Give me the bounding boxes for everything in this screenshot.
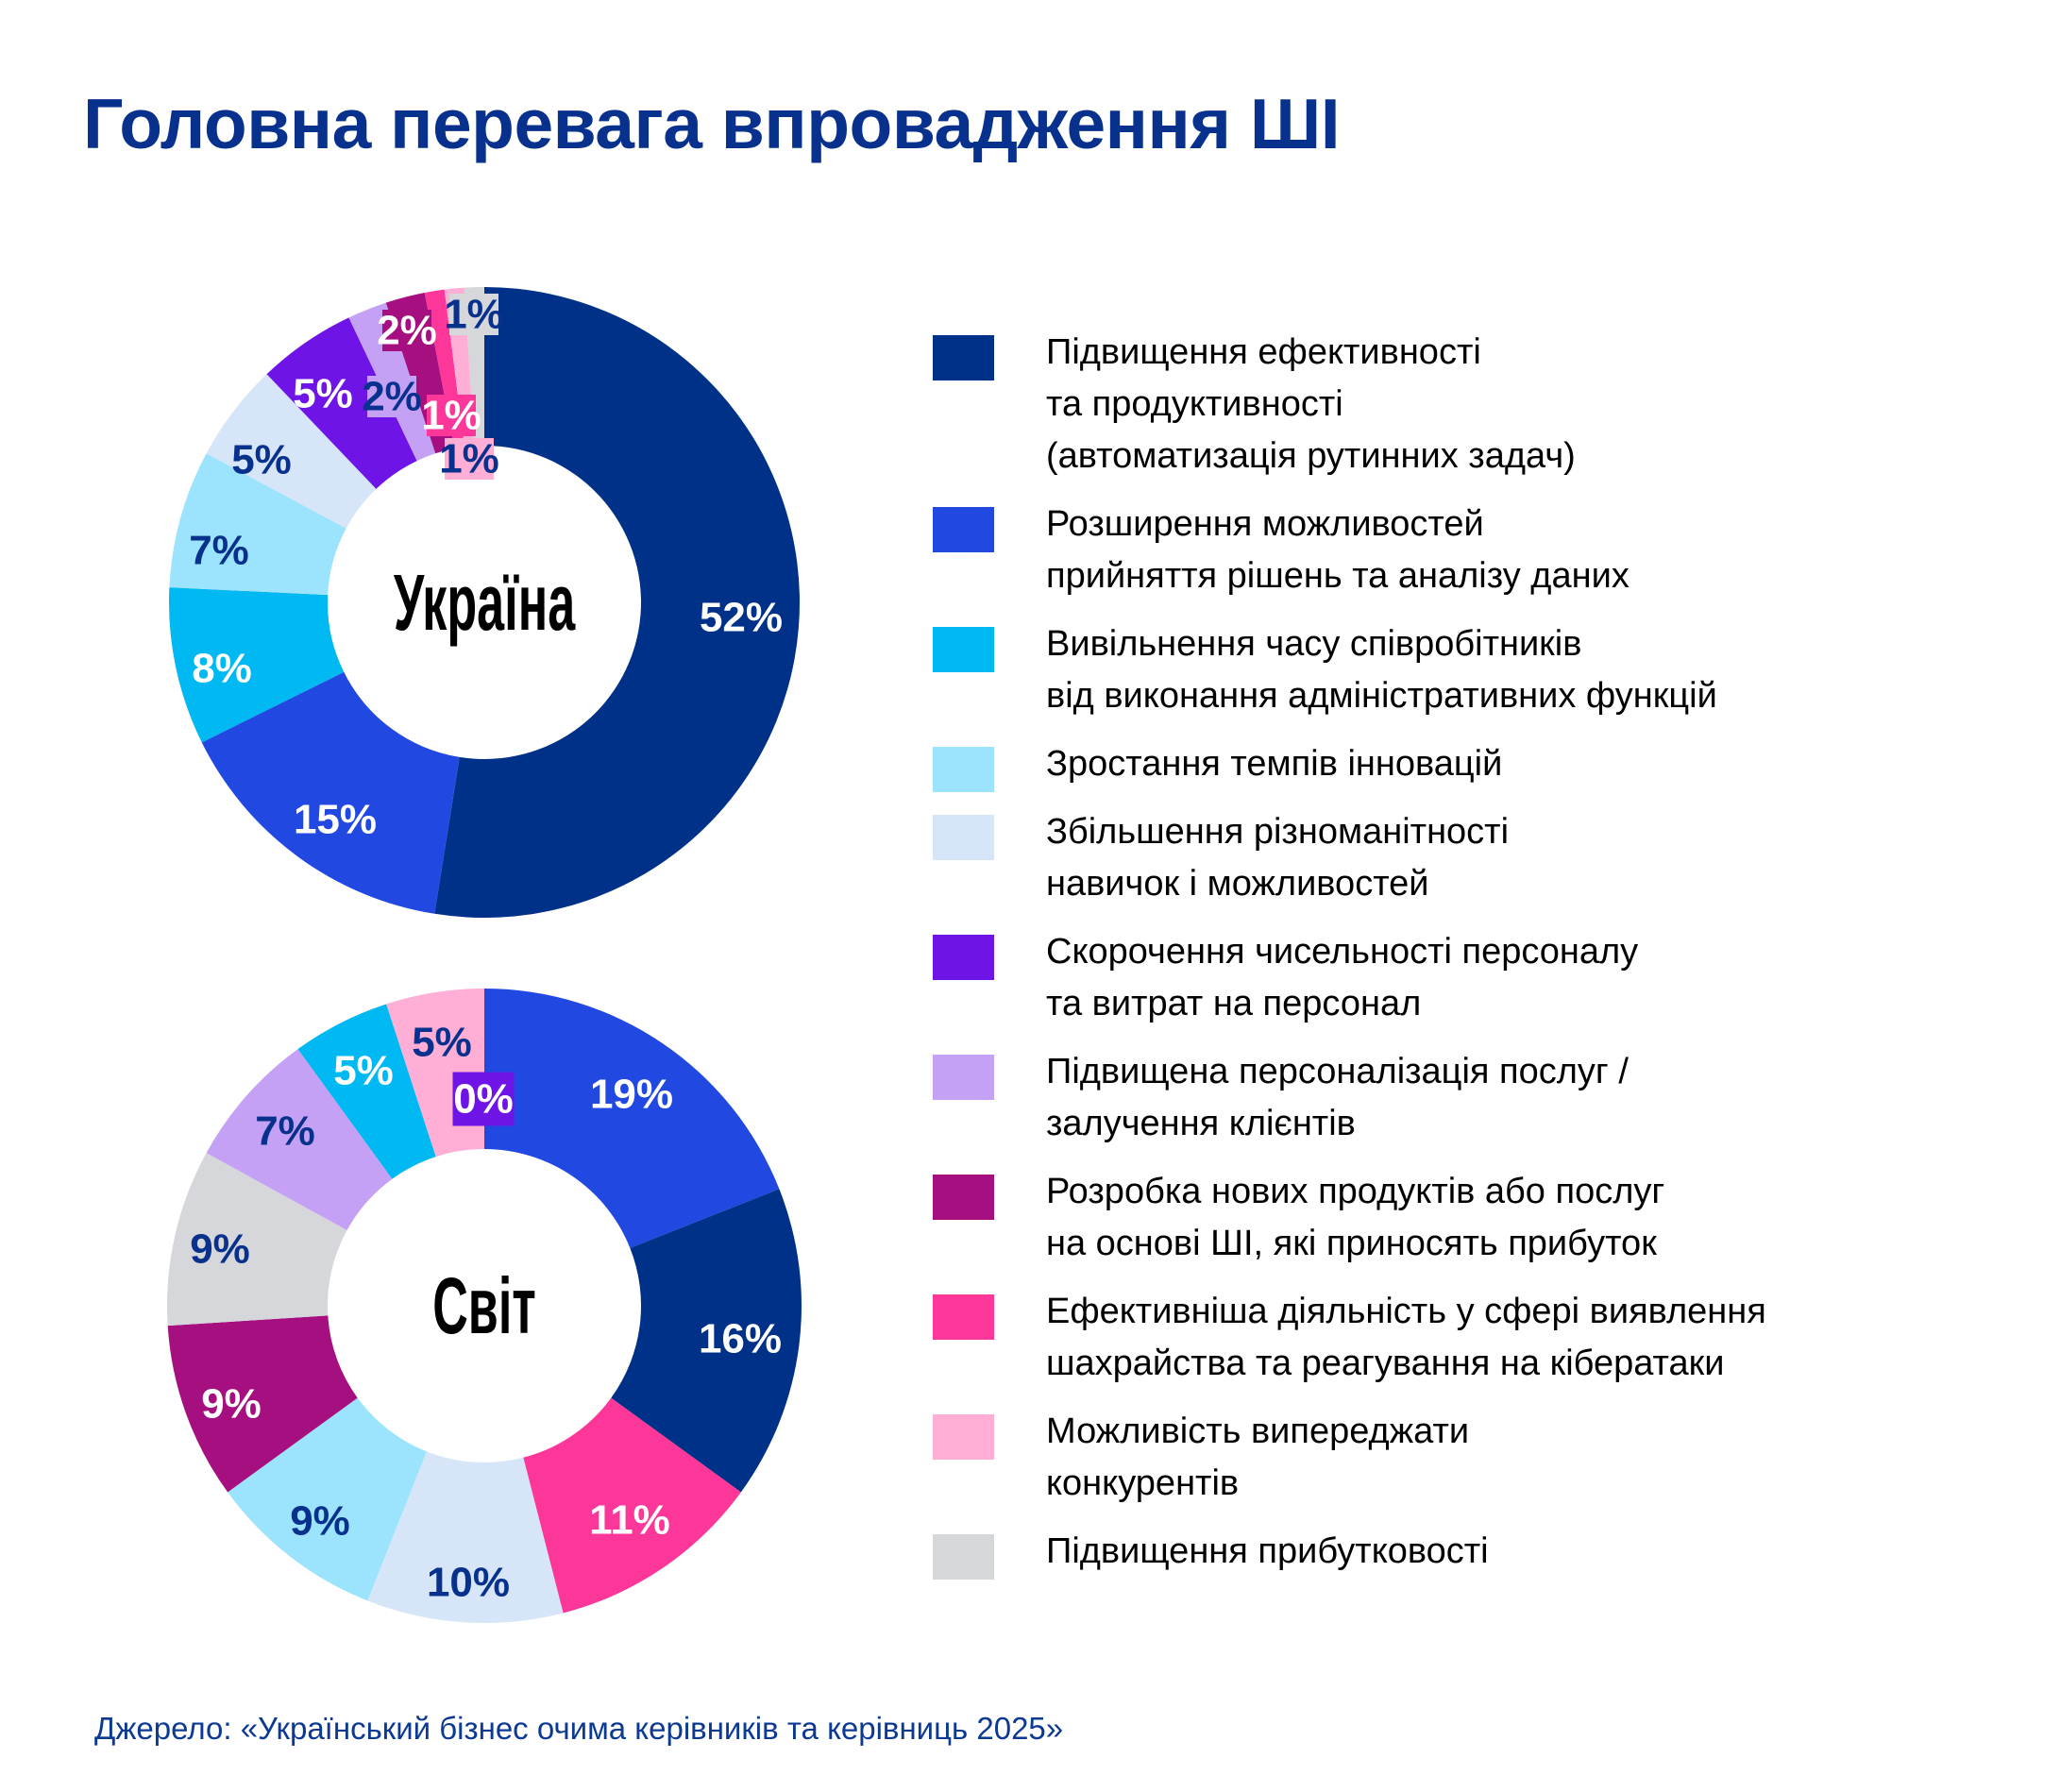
data-label-box (449, 294, 498, 335)
data-label: 2% (362, 374, 422, 420)
donut-slice (434, 287, 801, 919)
data-label: 8% (192, 646, 252, 692)
legend-label: Підвищення прибутковості (1046, 1531, 1489, 1571)
donut-slice (167, 1153, 347, 1327)
donut-slice (266, 317, 417, 489)
donut-slice (206, 1049, 393, 1231)
legend-label: Зростання темпів інновацій (1046, 744, 1503, 784)
donut-slice (484, 989, 780, 1248)
legend-label: Підвищення ефективності та продуктивност… (1046, 332, 1576, 476)
data-label: 9% (190, 1226, 250, 1273)
source-note: Джерело: «Український бізнес очима керів… (94, 1711, 1064, 1746)
data-label: 5% (333, 1048, 394, 1094)
donut-slice (169, 453, 346, 596)
donut-center-label: Світ (432, 1261, 536, 1350)
data-label: 5% (293, 371, 353, 417)
donut-slice (523, 1397, 741, 1614)
data-label: 5% (412, 1020, 472, 1066)
legend-label: Вивільнення часу співробітників від вико… (1046, 624, 1717, 716)
data-label-box (445, 438, 494, 480)
data-label: 9% (290, 1498, 350, 1545)
page-title: Головна перевага впровадження ШІ (83, 84, 1341, 163)
legend-item: Підвищення прибутковості (933, 1526, 2047, 1580)
legend-item: Підвищення ефективності та продуктивност… (933, 327, 2047, 482)
legend-swatch (933, 627, 994, 672)
data-label-box (427, 395, 476, 436)
legend-item: Скорочення чисельності персоналу та витр… (933, 926, 2047, 1030)
legend-swatch (933, 507, 994, 552)
data-label: 2% (377, 308, 437, 354)
data-label-box (367, 376, 416, 417)
legend-swatch (933, 1294, 994, 1340)
data-label: 15% (294, 797, 377, 843)
legend-item: Підвищена персоналізація послуг / залуче… (933, 1046, 2047, 1150)
donut-slice (367, 1451, 564, 1623)
legend-swatch (933, 935, 994, 980)
legend-item: Збільшення різноманітності навичок і мож… (933, 806, 2047, 910)
donut-slice (169, 587, 345, 743)
legend-label: Підвищена персоналізація послуг / залуче… (1046, 1052, 1629, 1143)
legend-label: Ефективніша діяльність у сфері виявлення… (1046, 1292, 1766, 1383)
legend-swatch (933, 1175, 994, 1220)
donut-chart-ukraine: 52%15%8%7%5%5% 2%2%1%1%1%Україна (169, 287, 801, 919)
donut-center-label: Україна (394, 558, 576, 647)
donut-slice (167, 1315, 358, 1493)
donut-slice (297, 1004, 436, 1179)
legend-item: Вивільнення часу співробітників від вико… (933, 618, 2047, 722)
donut-slice (206, 374, 377, 529)
data-label: 19% (590, 1072, 673, 1118)
data-label: 0% (453, 1076, 514, 1123)
data-label: 10% (427, 1560, 510, 1606)
legend-swatch (933, 335, 994, 380)
legend-swatch (933, 747, 994, 792)
donut-slice (201, 671, 460, 914)
legend-item: Зростання темпів інновацій (933, 738, 2047, 792)
data-label: 1% (421, 393, 481, 439)
legend: Підвищення ефективності та продуктивност… (933, 327, 2047, 1594)
data-label: 5% (231, 437, 292, 483)
legend-label: Скорочення чисельності персоналу та витр… (1046, 932, 1639, 1023)
legend-label: Розробка нових продуктів або послуг на о… (1046, 1172, 1665, 1263)
donut-slice (611, 1189, 802, 1493)
data-label: 9% (201, 1381, 262, 1428)
data-label: 1% (439, 436, 499, 482)
legend-item: Розробка нових продуктів або послуг на о… (933, 1166, 2047, 1270)
donut-chart-world: 19% 16% 11% 10% 9% 9% 9% 7% 5% 5% 0% Світ (167, 989, 802, 1623)
legend-item: Можливість випереджати конкурентів (933, 1406, 2047, 1510)
legend-swatch (933, 1534, 994, 1580)
legend-label: Збільшення різноманітності навичок і мож… (1046, 812, 1510, 904)
data-label-box (382, 310, 431, 351)
legend-swatch (933, 1055, 994, 1100)
legend-label: Можливість випереджати конкурентів (1046, 1412, 1470, 1503)
legend-swatch (933, 1414, 994, 1460)
data-label: 16% (699, 1316, 782, 1362)
data-label: 1% (444, 292, 504, 338)
data-label-box (452, 1072, 515, 1126)
legend-label: Розширення можливостей прийняття рішень … (1046, 504, 1629, 596)
legend-item: Ефективніша діяльність у сфері виявлення… (933, 1286, 2047, 1390)
data-label: 7% (189, 528, 249, 574)
data-label: 11% (589, 1497, 670, 1544)
legend-swatch (933, 815, 994, 860)
data-label: 52% (700, 595, 783, 641)
data-label: 7% (255, 1108, 315, 1155)
donut-slice (228, 1397, 427, 1601)
legend-item: Розширення можливостей прийняття рішень … (933, 499, 2047, 602)
